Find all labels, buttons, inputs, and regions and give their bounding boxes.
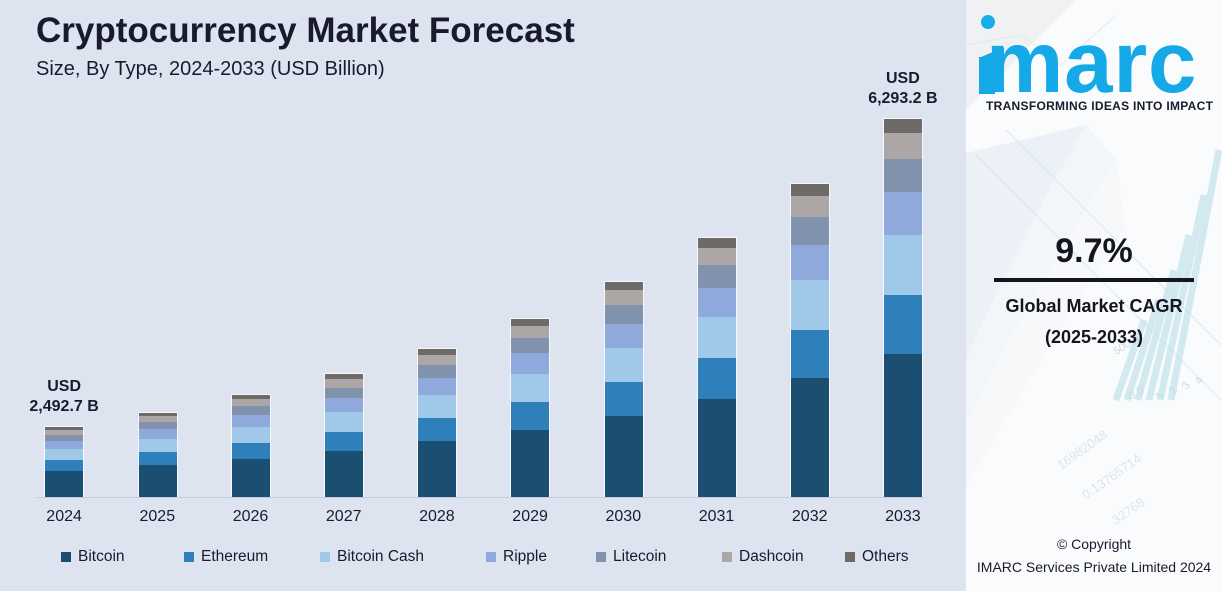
svg-text:32768: 32768 bbox=[1109, 494, 1147, 527]
svg-text:4: 4 bbox=[1193, 375, 1206, 387]
svg-text:3: 3 bbox=[1180, 380, 1193, 392]
svg-text:16982048: 16982048 bbox=[1054, 427, 1110, 472]
svg-text:0.13765714: 0.13765714 bbox=[1079, 451, 1144, 503]
